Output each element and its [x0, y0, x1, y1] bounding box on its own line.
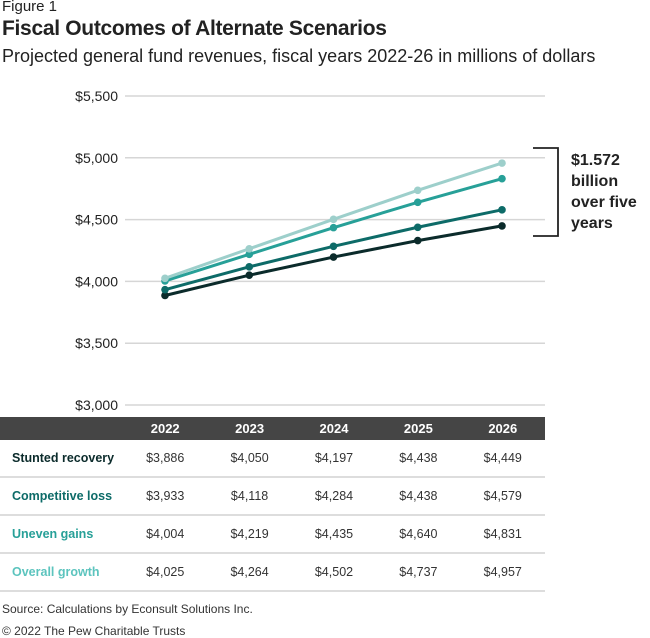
bracket	[533, 147, 559, 237]
value-cell: $4,438	[376, 440, 461, 478]
series-label: Stunted recovery	[0, 440, 123, 478]
year-header: 2024	[291, 417, 377, 440]
value-cell: $4,831	[460, 515, 545, 554]
data-point	[498, 222, 506, 230]
data-point	[498, 174, 506, 183]
y-tick-label: $4,500	[75, 212, 118, 228]
data-point	[413, 236, 422, 245]
value-cell: $4,284	[291, 477, 377, 516]
chart-subtitle: Projected general fund revenues, fiscal …	[2, 46, 596, 66]
data-point	[245, 263, 254, 271]
y-tick-label: $3,000	[75, 397, 118, 413]
table-row: Stunted recovery $3,886 $4,050 $4,197 $4,438…	[0, 440, 545, 478]
value-cell: $4,004	[123, 515, 208, 554]
series-label: Competitive loss	[0, 477, 123, 516]
table-row: Competitive loss $3,933 $4,118 $4,284 $4,438…	[0, 477, 545, 516]
data-point	[245, 271, 254, 280]
data-point	[413, 223, 422, 232]
year-header: 2026	[460, 417, 545, 440]
y-tick-label: $3,500	[75, 335, 118, 351]
table-row: Overall growth $4,025 $4,264 $4,502 $4,737 $4…	[0, 553, 545, 592]
data-point	[329, 223, 338, 232]
value-cell: $3,933	[123, 477, 208, 516]
value-cell: $4,264	[207, 553, 292, 592]
data-point	[161, 285, 169, 294]
value-cell: $4,449	[460, 440, 545, 478]
value-cell: $4,197	[291, 440, 377, 478]
data-point	[413, 198, 422, 207]
value-cell: $4,579	[460, 477, 545, 516]
source-note: Source: Calculations by Econsult Solutio…	[2, 602, 253, 616]
data-point	[329, 242, 338, 251]
data-point	[498, 206, 506, 214]
data-point	[413, 186, 422, 195]
value-cell: $4,025	[123, 553, 208, 592]
year-header: 2023	[207, 417, 292, 440]
series-label: Uneven gains	[0, 515, 123, 554]
value-cell: $4,640	[376, 515, 461, 554]
y-tick-label: $5,000	[75, 150, 118, 166]
value-cell: $4,118	[207, 477, 292, 516]
year-header: 2025	[376, 417, 461, 440]
header-blank	[0, 417, 123, 440]
data-table: 2022 2023 2024 2025 2026 Stunted recovery $3,…	[0, 417, 545, 592]
value-cell: $4,435	[291, 515, 377, 554]
value-cell: $3,886	[123, 440, 208, 478]
data-point	[329, 215, 338, 224]
data-point	[329, 253, 338, 261]
value-cell: $4,219	[207, 515, 292, 554]
table-header: 2022 2023 2024 2025 2026	[0, 417, 545, 440]
y-tick-label: $4,000	[75, 273, 118, 289]
chart-title: Fiscal Outcomes of Alternate Scenarios	[2, 17, 387, 40]
value-cell: $4,502	[291, 553, 377, 592]
value-cell: $4,050	[207, 440, 292, 478]
value-cell: $4,957	[460, 553, 545, 592]
copyright: © 2022 The Pew Charitable Trusts	[2, 624, 186, 638]
table-row: Uneven gains $4,004 $4,219 $4,435 $4,640 $4,8…	[0, 515, 545, 554]
line-chart: $3,000 $3,500 $4,000 $4,500 $5,000 $5,500	[75, 88, 559, 413]
y-tick-label: $5,500	[75, 88, 118, 104]
figure-label: Figure 1	[2, 0, 58, 15]
data-point	[245, 250, 254, 259]
series-label: Overall growth	[0, 553, 123, 592]
value-cell: $4,737	[376, 553, 461, 592]
data-point	[245, 244, 254, 253]
data-point	[161, 274, 169, 283]
data-point	[498, 159, 506, 167]
year-header: 2022	[123, 417, 208, 440]
range-annotation: $1.572 billion over five years	[571, 152, 637, 232]
value-cell: $4,438	[376, 477, 461, 516]
data-point	[161, 291, 169, 300]
